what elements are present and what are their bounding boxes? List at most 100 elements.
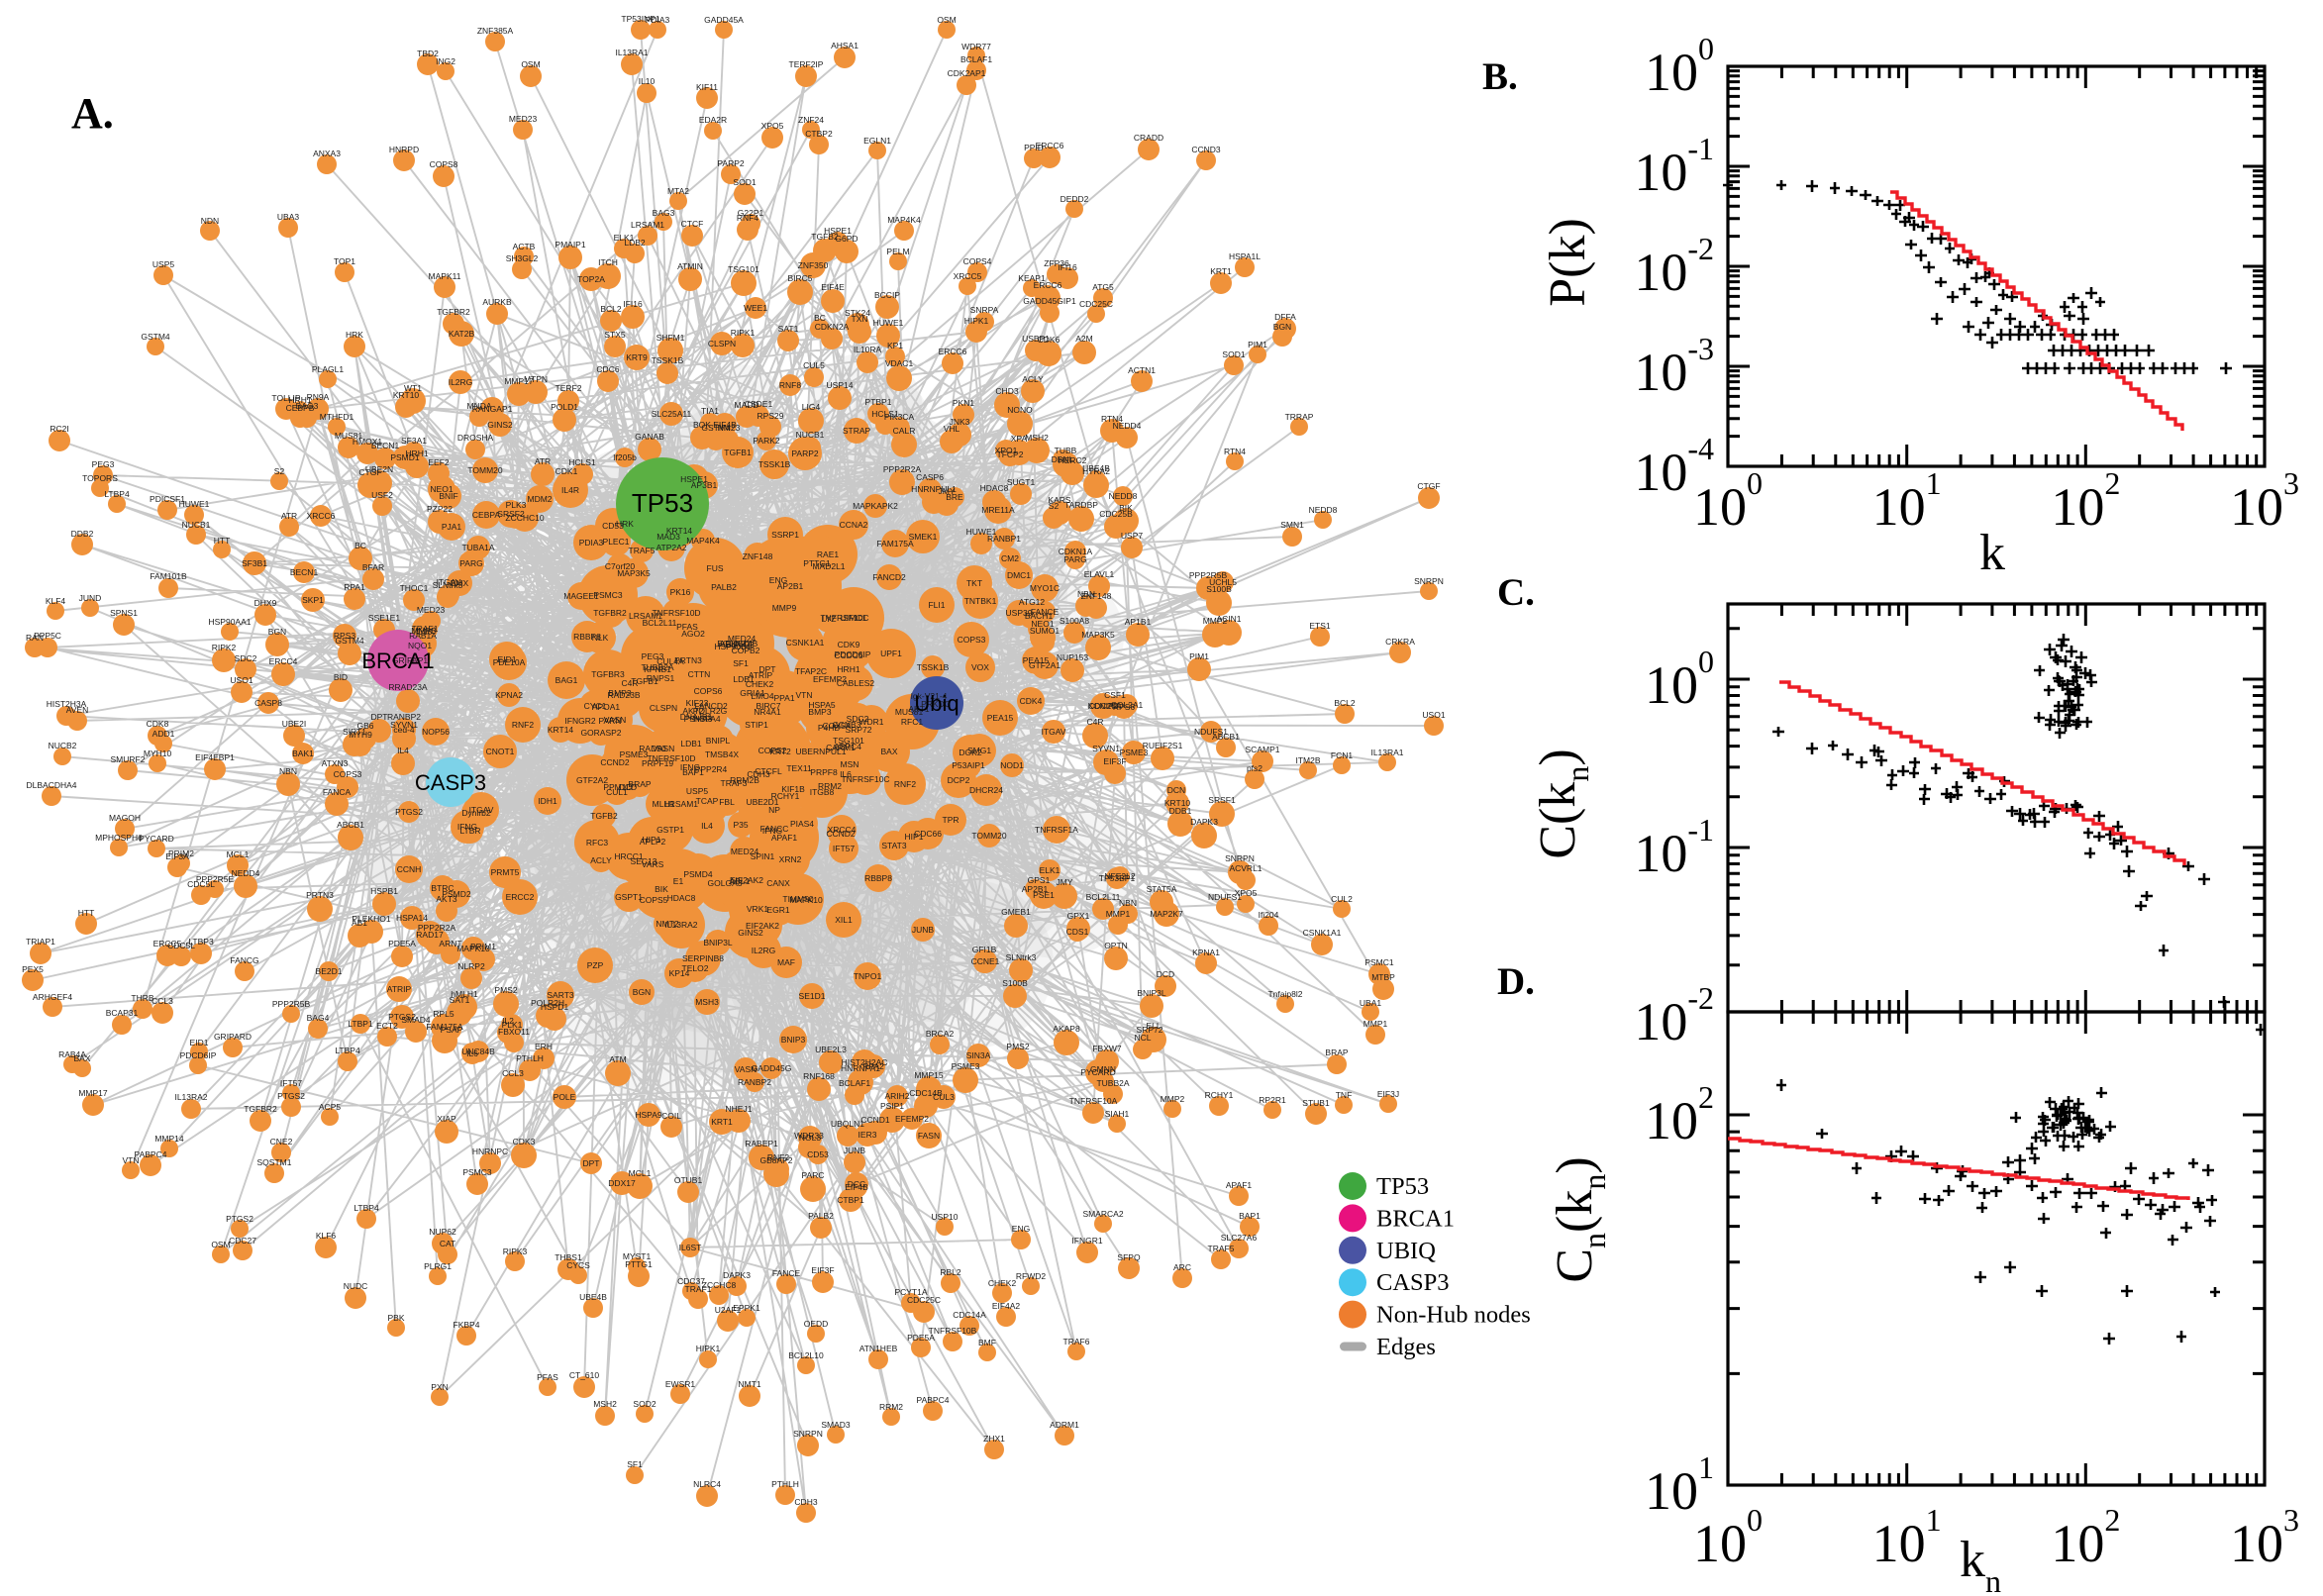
svg-text:STX5: STX5 — [604, 330, 626, 340]
svg-text:CEBPA: CEBPA — [472, 510, 501, 520]
svg-text:DOK2: DOK2 — [959, 748, 981, 757]
svg-text:TUBA1A: TUBA1A — [461, 543, 494, 552]
svg-text:FBXW7: FBXW7 — [1092, 1044, 1122, 1053]
svg-text:AKT3: AKT3 — [436, 894, 457, 904]
svg-text:NBN: NBN — [1077, 589, 1095, 599]
svg-text:PZP22: PZP22 — [427, 504, 453, 514]
svg-text:HRH1: HRH1 — [405, 449, 428, 458]
svg-text:DHCR24: DHCR24 — [969, 785, 1003, 795]
svg-text:ERH: ERH — [535, 1042, 553, 1051]
svg-text:MAPK10: MAPK10 — [456, 944, 490, 953]
svg-text:WT1: WT1 — [404, 383, 422, 393]
svg-text:RPS6: RPS6 — [1113, 702, 1135, 712]
svg-text:TERF2: TERF2 — [556, 383, 582, 393]
svg-text:HNRPD: HNRPD — [389, 145, 419, 154]
svg-text:P35: P35 — [733, 820, 748, 830]
svg-text:PIM1: PIM1 — [1189, 651, 1209, 661]
svg-text:EGLN1: EGLN1 — [863, 136, 891, 146]
svg-text:GMNN: GMNN — [1090, 1064, 1116, 1074]
svg-text:TGFB2: TGFB2 — [590, 811, 618, 821]
svg-text:DCC: DCC — [848, 1179, 865, 1189]
svg-text:TIA1: TIA1 — [701, 406, 719, 416]
svg-text:USP10: USP10 — [932, 1212, 959, 1222]
svg-text:ZNF148: ZNF148 — [1081, 591, 1112, 601]
svg-text:CUL5: CUL5 — [803, 360, 825, 370]
svg-text:CLSPN: CLSPN — [650, 703, 677, 713]
svg-text:MAPK10: MAPK10 — [789, 895, 823, 905]
svg-text:ERCC6: ERCC6 — [1034, 280, 1062, 290]
svg-text:E1: E1 — [673, 876, 684, 886]
svg-text:PRMT5: PRMT5 — [491, 867, 520, 877]
svg-text:SH3GL2: SH3GL2 — [506, 253, 539, 263]
svg-text:RCHY1: RCHY1 — [771, 791, 800, 801]
svg-text:SRSF2: SRSF2 — [497, 509, 525, 519]
svg-text:NEDD4: NEDD4 — [232, 868, 260, 878]
svg-text:SPNS1: SPNS1 — [110, 608, 138, 618]
svg-text:DAPK3: DAPK3 — [1190, 817, 1218, 827]
svg-text:ELK1: ELK1 — [614, 233, 635, 243]
svg-text:NUCB1: NUCB1 — [182, 520, 211, 530]
svg-text:SUMO1: SUMO1 — [1030, 626, 1060, 636]
svg-text:KRT1: KRT1 — [1210, 266, 1232, 276]
svg-text:LTBP1: LTBP1 — [348, 1019, 373, 1029]
svg-text:GINS2: GINS2 — [487, 420, 513, 430]
svg-text:PRPF8: PRPF8 — [810, 767, 838, 777]
svg-text:RTN4: RTN4 — [1101, 414, 1123, 424]
svg-text:BMP3: BMP3 — [608, 688, 631, 698]
svg-text:ABCB1: ABCB1 — [1212, 732, 1240, 742]
svg-text:ELK1: ELK1 — [1040, 865, 1060, 875]
svg-text:SSE1E1: SSE1E1 — [368, 613, 400, 623]
svg-text:FANCE: FANCE — [772, 1268, 801, 1278]
svg-text:SLNtrk3: SLNtrk3 — [1006, 952, 1037, 962]
svg-text:BGN: BGN — [268, 627, 286, 637]
svg-text:D.: D. — [1497, 960, 1535, 1003]
svg-text:EIF2AK2: EIF2AK2 — [746, 921, 779, 931]
svg-text:CTGF: CTGF — [358, 467, 381, 477]
svg-text:USO1: USO1 — [230, 675, 252, 685]
svg-text:JNK3: JNK3 — [950, 417, 970, 427]
svg-text:HCLS1: HCLS1 — [871, 409, 899, 419]
svg-text:FASN: FASN — [918, 1131, 940, 1141]
svg-text:HIP1: HIP1 — [905, 832, 924, 842]
svg-text:SCAMP1: SCAMP1 — [1246, 745, 1280, 754]
svg-text:IL2RG: IL2RG — [752, 946, 776, 955]
svg-text:S2: S2 — [274, 466, 285, 476]
svg-text:TRRAP: TRRAP — [1285, 412, 1314, 422]
svg-text:MMP15: MMP15 — [914, 1070, 944, 1080]
svg-text:PKN1: PKN1 — [953, 398, 974, 408]
svg-text:GADD45GIP1: GADD45GIP1 — [1023, 296, 1076, 306]
svg-text:EDA2R: EDA2R — [699, 115, 727, 125]
svg-text:PALB2: PALB2 — [808, 1211, 834, 1221]
svg-text:POLE: POLE — [554, 1092, 576, 1102]
svg-text:PPP2R2A: PPP2R2A — [418, 923, 456, 933]
svg-text:CUL3: CUL3 — [933, 1092, 955, 1102]
svg-text:IL2: IL2 — [502, 1016, 514, 1026]
svg-text:hMLH1: hMLH1 — [451, 989, 478, 999]
svg-text:ARNT: ARNT — [439, 939, 461, 948]
svg-text:GFI1B: GFI1B — [972, 945, 997, 954]
svg-text:NMT1: NMT1 — [738, 1379, 760, 1389]
svg-text:CCNH: CCNH — [397, 864, 422, 874]
svg-text:JUND: JUND — [79, 593, 102, 603]
svg-text:CCDC5: CCDC5 — [834, 650, 863, 660]
svg-text:HSPE1: HSPE1 — [680, 474, 708, 484]
svg-text:EFEMP2: EFEMP2 — [895, 1114, 929, 1124]
svg-text:ADRM1: ADRM1 — [1050, 1420, 1079, 1430]
svg-text:ERCC4: ERCC4 — [269, 656, 298, 666]
svg-text:CUL2: CUL2 — [1331, 894, 1353, 904]
svg-text:SDC2: SDC2 — [235, 653, 257, 663]
svg-text:BNIP3L: BNIP3L — [1137, 988, 1166, 998]
svg-text:TUBB: TUBB — [1055, 446, 1077, 455]
svg-text:NUCB1: NUCB1 — [796, 430, 825, 440]
svg-text:HNRNPA1: HNRNPA1 — [841, 1063, 880, 1073]
svg-text:ATRIP: ATRIP — [749, 670, 773, 680]
svg-text:AKT2: AKT2 — [682, 706, 704, 716]
svg-text:JUNB: JUNB — [912, 925, 935, 935]
svg-text:S100B: S100B — [1206, 584, 1232, 594]
svg-text:MMP9: MMP9 — [772, 603, 797, 613]
svg-text:PMAIP1: PMAIP1 — [555, 240, 585, 249]
svg-text:KEAP1: KEAP1 — [1018, 273, 1046, 283]
svg-text:RRM2B: RRM2B — [730, 775, 759, 785]
svg-text:RANBP2: RANBP2 — [738, 1077, 771, 1087]
svg-text:HDAC8: HDAC8 — [667, 893, 696, 903]
